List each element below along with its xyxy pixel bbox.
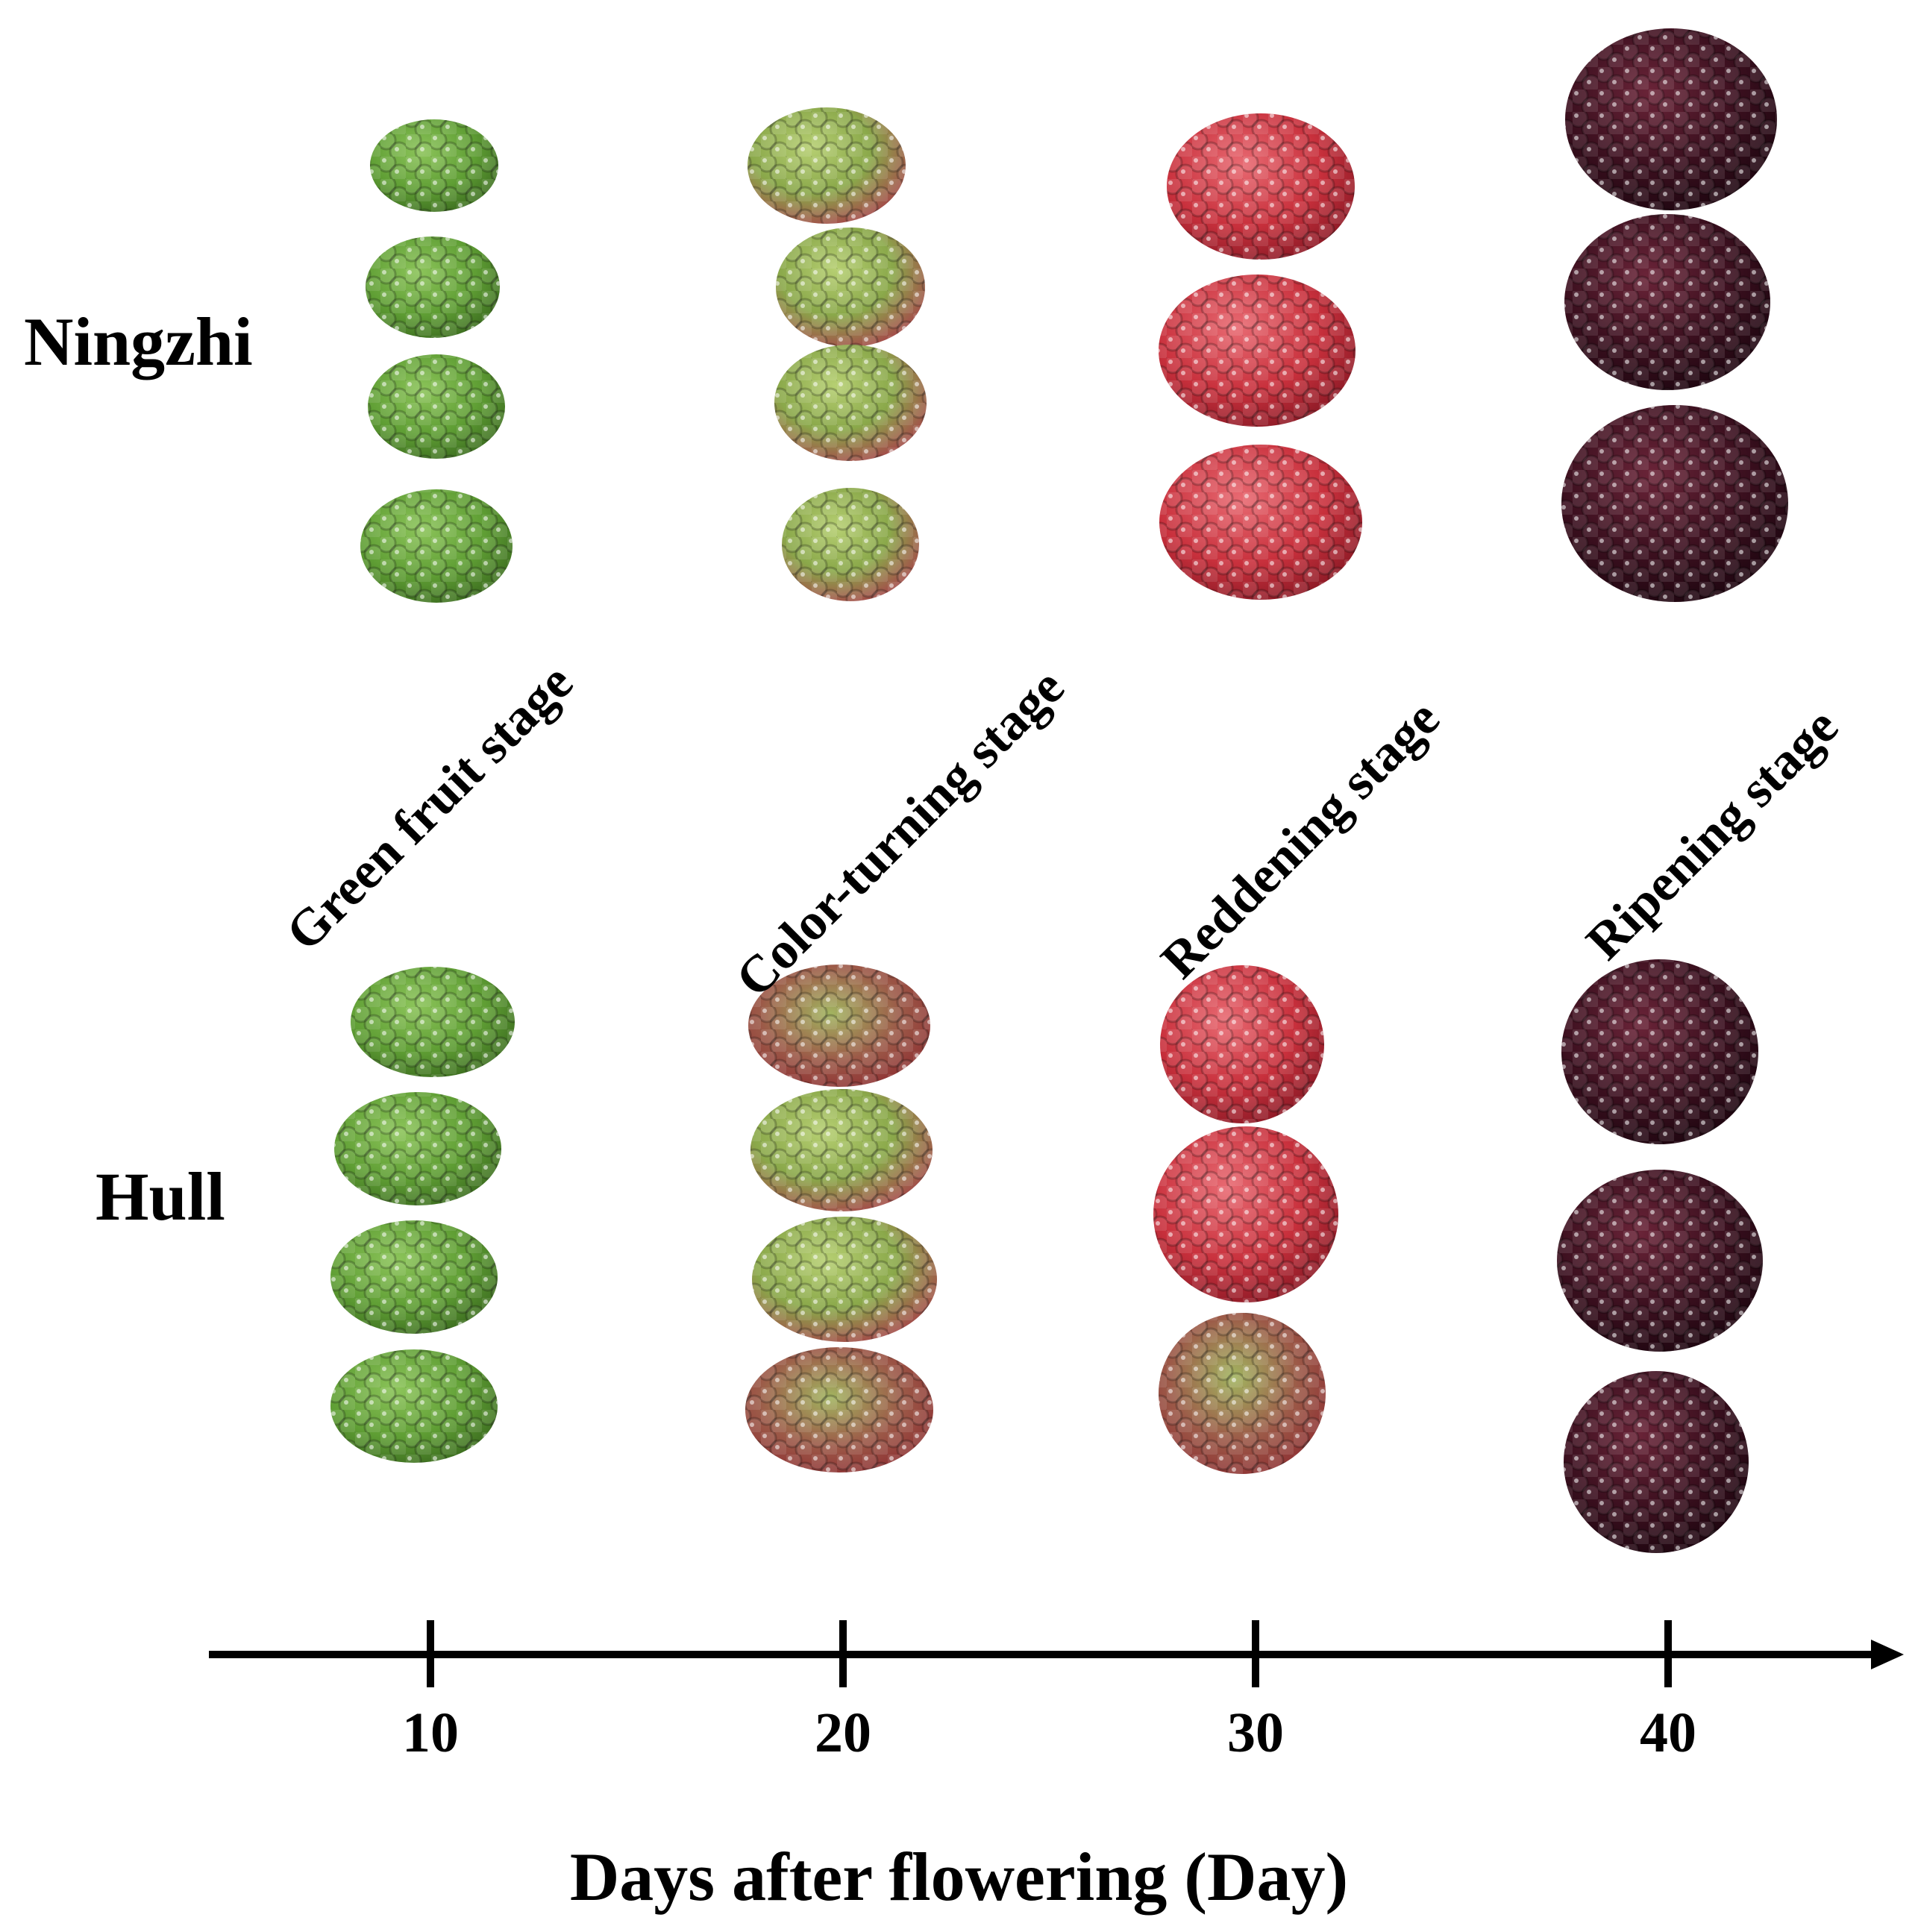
fruit-group-ningzhi-green — [360, 119, 513, 603]
fruit-group-hull-green — [330, 967, 515, 1463]
fruit-group-hull-red — [1153, 965, 1338, 1474]
time-axis — [209, 1620, 1904, 1687]
fruit-group-ningzhi-red — [1159, 113, 1362, 600]
fruit-group-hull-turning — [745, 965, 937, 1472]
tick-label-40: 40 — [1640, 1702, 1696, 1764]
fruit-group-ningzhi-ripe — [1561, 28, 1788, 602]
fruit-group-ningzhi-turning — [748, 107, 927, 601]
x-axis-title: Days after flowering (Day) — [569, 1839, 1349, 1915]
row-label-ningzhi: Ningzhi — [24, 304, 253, 380]
row-label-hull: Hull — [95, 1158, 225, 1235]
tick-label-30: 30 — [1227, 1702, 1284, 1764]
tick-label-10: 10 — [402, 1702, 459, 1764]
fruit-group-hull-ripe — [1557, 959, 1763, 1553]
axis-arrowhead — [1871, 1640, 1904, 1669]
tick-label-20: 20 — [815, 1702, 871, 1764]
